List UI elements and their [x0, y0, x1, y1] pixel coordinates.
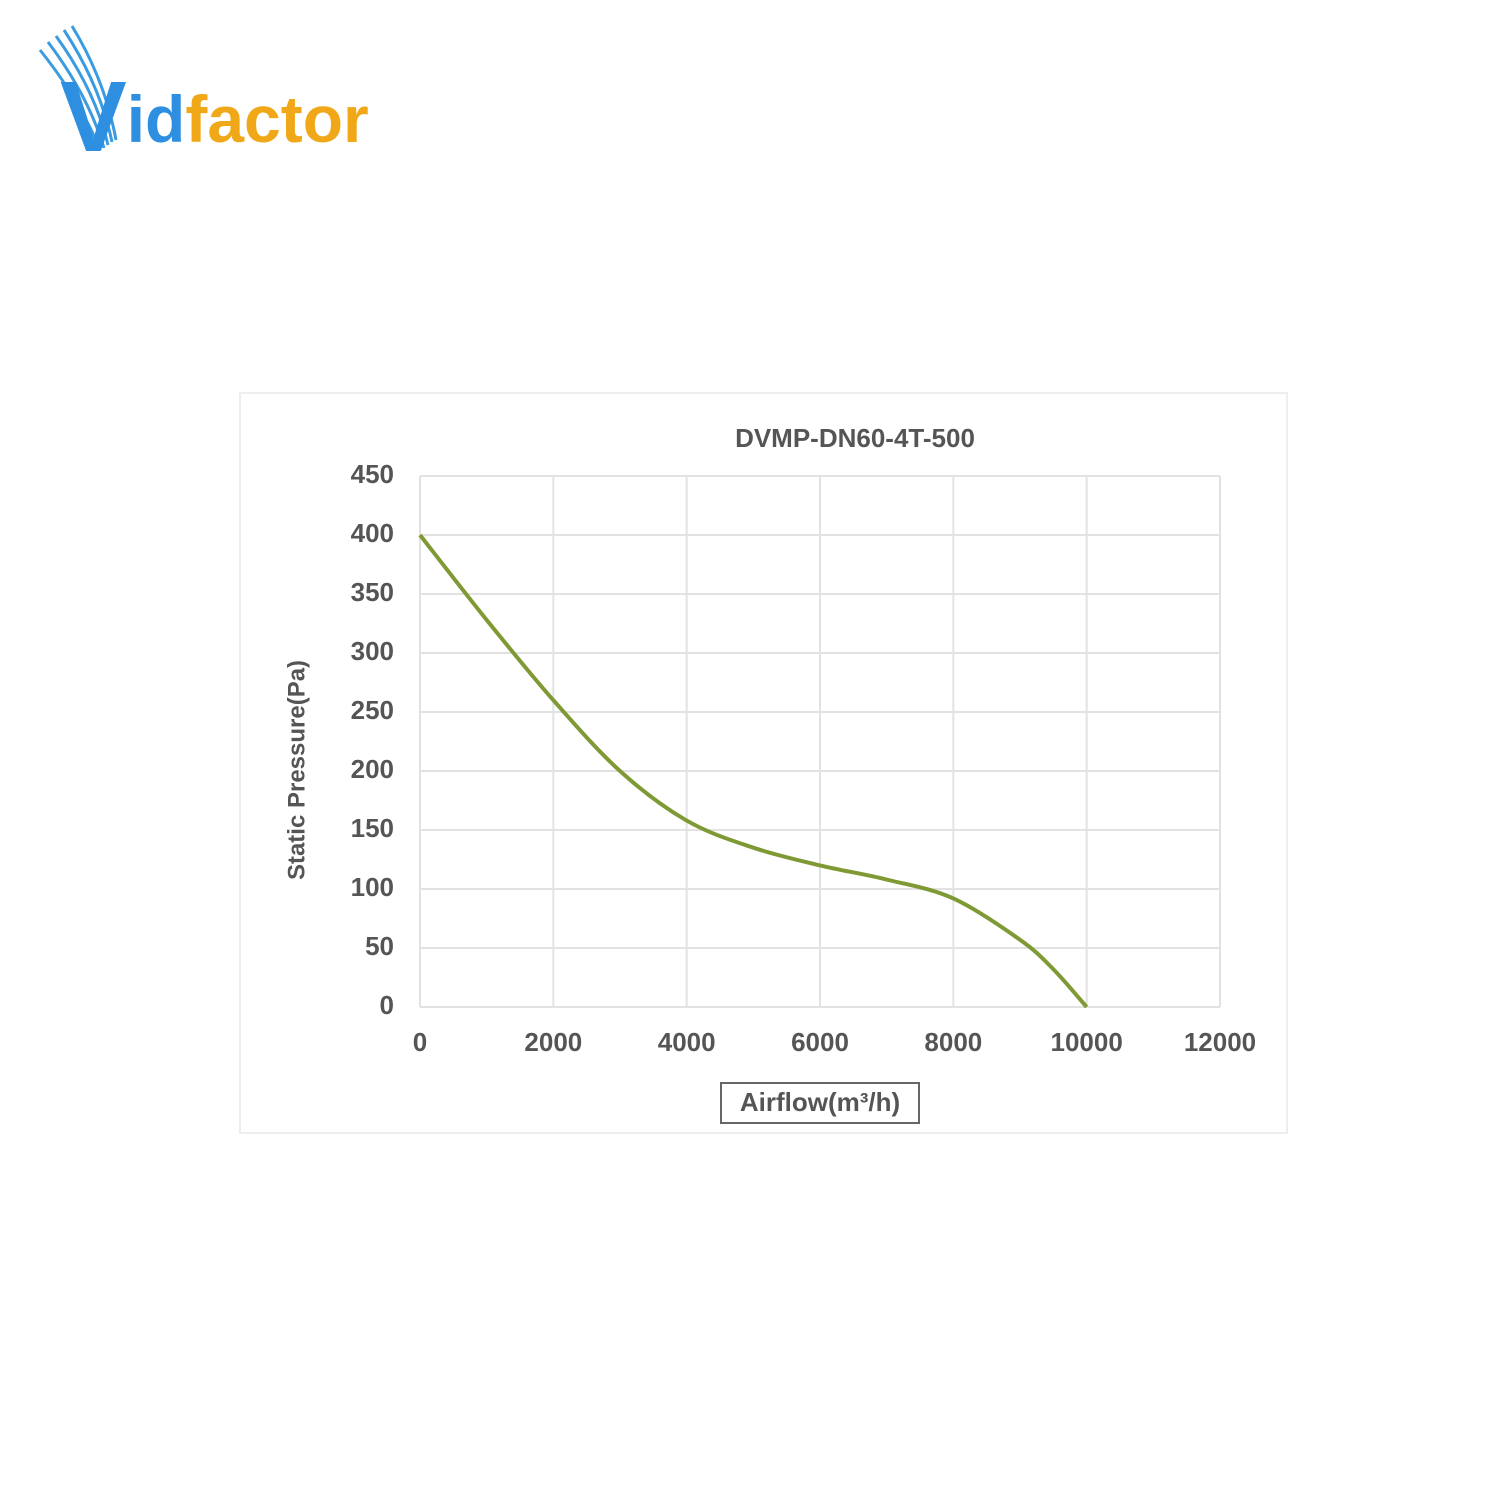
y-tick-label: 50 [365, 931, 394, 961]
y-tick-label: 350 [351, 577, 394, 607]
logo: Vidfactor [38, 25, 369, 173]
x-tick-label: 12000 [1184, 1027, 1256, 1057]
logo-plume [38, 25, 118, 151]
y-tick-label: 150 [351, 813, 394, 843]
logo-factor: factor [185, 82, 368, 156]
x-axis-title-box [720, 1082, 920, 1124]
y-tick-label: 450 [351, 459, 394, 489]
y-tick-label: 200 [351, 754, 394, 784]
y-tick-label: 100 [351, 872, 394, 902]
x-tick-label: 6000 [791, 1027, 849, 1057]
chart-title: DVMP-DN60-4T-500 [735, 423, 975, 453]
x-tick-label: 8000 [924, 1027, 982, 1057]
x-tick-label: 0 [413, 1027, 427, 1057]
logo-text: Vidfactor [60, 61, 369, 173]
logo-v: V [60, 61, 127, 173]
chart-frame [239, 392, 1288, 1134]
y-tick-label: 400 [351, 518, 394, 548]
y-tick-label: 300 [351, 636, 394, 666]
x-axis-title: Airflow(m³/h) [740, 1087, 900, 1117]
x-tick-label: 2000 [524, 1027, 582, 1057]
y-axis-title: Static Pressure(Pa) [283, 660, 310, 880]
x-tick-label: 10000 [1051, 1027, 1123, 1057]
data-line [418, 533, 1089, 1009]
logo-id: id [127, 82, 186, 156]
y-tick-label: 0 [380, 990, 394, 1020]
x-tick-label: 4000 [658, 1027, 716, 1057]
y-tick-label: 250 [351, 695, 394, 725]
